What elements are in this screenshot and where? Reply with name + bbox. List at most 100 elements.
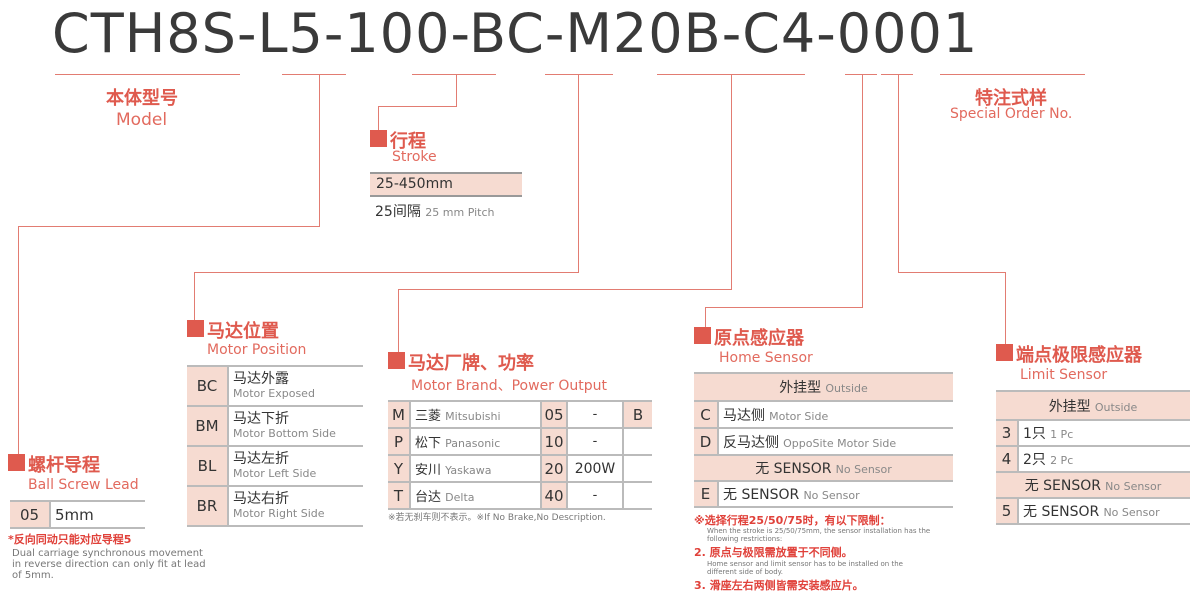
position-zh: 马达左折 (233, 450, 289, 467)
position-subtitle: Motor Position (207, 342, 307, 358)
section-marker-icon (388, 352, 405, 369)
underline (282, 74, 346, 75)
table-row: T 台达 Delta 40- (388, 481, 652, 510)
table-row: BC 马达外露 Motor Exposed (187, 365, 363, 407)
connector (194, 272, 579, 273)
power-value: 200W (567, 454, 624, 483)
brand-code: Y (388, 454, 411, 483)
home-title: 原点感应器 (714, 328, 804, 349)
stroke-title: 行程 (390, 131, 426, 152)
table-row: D 反马达侧 OppoSite Motor Side (694, 427, 953, 456)
connector (398, 289, 732, 290)
underline (881, 74, 913, 75)
limit-zh: 2只 (1023, 452, 1046, 468)
power-code: 20 (541, 454, 568, 483)
connector (18, 226, 19, 454)
lead-title: 螺杆导程 (28, 455, 100, 476)
table-row: Y 安川 Yaskawa 20 200W (388, 454, 652, 483)
model-title: 本体型号 (106, 88, 178, 109)
table-row: 无 SENSOR No Sensor (996, 471, 1190, 499)
separator: - (721, 2, 743, 65)
outside-en: Outside (825, 382, 868, 395)
brake-code: B (623, 400, 652, 429)
limit-subtitle: Limit Sensor (1020, 367, 1108, 383)
special-title: 特注式样 (975, 88, 1047, 109)
brand-en: Yaskawa (445, 464, 492, 477)
position-zh: 马达外露 (233, 370, 289, 387)
brand-subtitle: Motor Brand、Power Output (411, 378, 608, 394)
none-zh: 无 SENSOR (755, 461, 832, 477)
position-code: BM (187, 405, 229, 447)
home-en: No Sensor (803, 489, 860, 502)
connector (194, 272, 195, 320)
underline (412, 74, 496, 75)
table-row: 4 2只 2 Pc (996, 445, 1190, 473)
home-note-3: 3. 滑座左右两侧皆需安装感应片。 (694, 579, 864, 592)
brand-note: ※若无刹车则不表示。※If No Brake,No Description. (388, 513, 606, 523)
limit-code: 3 (996, 419, 1019, 447)
position-zh: 马达下折 (233, 410, 289, 427)
model-subtitle: Model (116, 110, 168, 130)
section-marker-icon (694, 327, 711, 344)
limit-zh: 1只 (1023, 426, 1046, 442)
model-code-title: CTH8S-L5-100-BC-M20B-C4-0001 (52, 2, 978, 65)
stroke-subtitle: Stroke (392, 149, 437, 165)
code-part-brand: M20B (565, 2, 722, 65)
separator: - (544, 2, 566, 65)
connector (1005, 272, 1006, 344)
limit-table: 外挂型 Outside 3 1只 1 Pc 4 2只 2 Pc 无 SENSOR N… (996, 390, 1190, 525)
underline (545, 74, 613, 75)
position-code: BL (187, 445, 229, 487)
power-code: 10 (541, 427, 568, 456)
limit-zh: 无 SENSOR (1023, 504, 1100, 520)
home-note-2-en: Home sensor and limit sensor has to be i… (707, 560, 903, 576)
home-code: D (694, 427, 719, 456)
brand-code: P (388, 427, 411, 456)
separator: - (323, 2, 345, 65)
underline (657, 74, 805, 75)
power-value: - (567, 400, 624, 429)
limit-en: No Sensor (1103, 506, 1160, 519)
code-part-lead: L5 (257, 2, 324, 65)
lead-code: 05 (10, 500, 51, 529)
stroke-range: 25-450mm (370, 172, 522, 197)
home-zh: 反马达侧 (723, 434, 779, 451)
connector (862, 75, 863, 308)
table-row: BR 马达右折 Motor Right Side (187, 485, 363, 527)
separator: - (816, 2, 837, 65)
home-zh: 无 SENSOR (723, 487, 800, 503)
connector (731, 75, 732, 290)
home-note-2: 2. 原点与极限需放置于不同侧。 (694, 546, 853, 559)
home-zh: 马达侧 (723, 407, 765, 424)
section-marker-icon (370, 130, 387, 147)
home-note-1: ※选择行程25/50/75时，有以下限制： (694, 514, 891, 527)
section-marker-icon (187, 320, 204, 337)
home-table: 外挂型 Outside C 马达侧 Motor Side D 反马达侧 OppoSi… (694, 372, 953, 508)
connector (705, 307, 706, 327)
connector (898, 272, 1006, 273)
table-row: 05 5mm (10, 500, 145, 529)
connector (705, 307, 863, 308)
home-code: E (694, 480, 719, 508)
position-zh: 马达右折 (233, 490, 289, 507)
pitch-en: 25 mm Pitch (425, 206, 495, 219)
lead-note-en: Dual carriage synchronous movement in re… (12, 548, 206, 581)
underline (55, 74, 240, 75)
code-part-stroke: 100 (344, 2, 451, 65)
section-marker-icon (8, 454, 25, 471)
position-table: BC 马达外露 Motor Exposed BM 马达下折 Motor Bottom S… (187, 365, 363, 527)
power-value: - (567, 481, 624, 510)
lead-table: 05 5mm (10, 500, 145, 529)
position-en: Motor Exposed (233, 386, 315, 400)
special-subtitle: Special Order No. (950, 106, 1073, 122)
connector (319, 75, 320, 227)
connector (456, 75, 457, 107)
table-row: C 马达侧 Motor Side (694, 400, 953, 429)
connector (378, 106, 457, 107)
underline (845, 74, 877, 75)
code-part-special: 0001 (836, 2, 979, 65)
outside-en: Outside (1094, 400, 1138, 414)
separator: - (450, 2, 470, 65)
code-part-body: CTH8S (52, 2, 237, 65)
